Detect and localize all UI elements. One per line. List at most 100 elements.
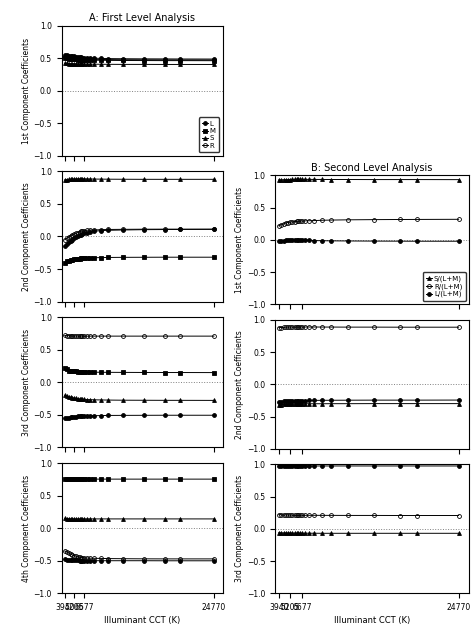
S/(L+M)	[283, 176, 289, 184]
R	[64, 332, 70, 339]
S	[66, 175, 72, 183]
L/(L+M)	[294, 236, 300, 244]
S/(L+M)	[328, 175, 334, 183]
M	[75, 475, 81, 483]
R/(L+M)	[278, 511, 284, 519]
R	[91, 554, 97, 562]
S	[70, 175, 75, 183]
M	[82, 368, 87, 376]
S/(L+M)	[289, 175, 295, 183]
S	[87, 61, 93, 68]
L	[62, 242, 68, 250]
S	[87, 175, 93, 183]
L	[82, 412, 87, 420]
S	[141, 175, 147, 183]
S	[105, 61, 111, 68]
S	[82, 396, 87, 403]
L	[64, 556, 70, 563]
R	[87, 332, 93, 340]
L/(L+M)	[289, 397, 295, 404]
L	[80, 557, 85, 565]
R	[66, 549, 72, 557]
R	[141, 555, 147, 563]
L	[70, 413, 75, 421]
R	[78, 228, 84, 235]
L	[119, 557, 125, 565]
L	[84, 412, 90, 420]
R	[211, 56, 217, 64]
L/(L+M)	[285, 397, 291, 405]
Line: L: L	[63, 227, 216, 248]
R	[68, 54, 74, 62]
L/(L+M)	[415, 462, 420, 470]
L	[82, 54, 87, 62]
M	[82, 56, 87, 64]
L/(L+M)	[415, 237, 420, 245]
M	[64, 257, 70, 265]
L/(L+M)	[300, 397, 305, 404]
L/(L+M)	[289, 236, 295, 244]
R/(L+M)	[292, 323, 298, 331]
L/(L+M)	[319, 396, 325, 404]
M	[62, 364, 68, 372]
S/(L+M)	[287, 400, 292, 408]
R	[64, 235, 70, 242]
L	[177, 226, 182, 234]
M	[105, 254, 111, 262]
L/(L+M)	[328, 237, 334, 244]
R/(L+M)	[295, 323, 301, 331]
R	[73, 54, 79, 62]
L/(L+M)	[295, 397, 301, 404]
L	[91, 54, 97, 62]
R/(L+M)	[346, 512, 351, 519]
L	[71, 52, 77, 60]
Line: S: S	[63, 517, 216, 521]
L/(L+M)	[311, 237, 317, 244]
L	[77, 232, 82, 239]
M	[68, 55, 74, 63]
S/(L+M)	[287, 175, 292, 183]
L	[68, 237, 74, 245]
L	[78, 231, 84, 239]
L/(L+M)	[319, 237, 325, 244]
R	[82, 55, 87, 63]
L	[141, 557, 147, 565]
M	[75, 255, 81, 262]
R	[73, 553, 79, 560]
R	[163, 56, 168, 64]
R	[91, 56, 97, 63]
S	[82, 175, 87, 182]
Line: L/(L+M): L/(L+M)	[277, 238, 461, 243]
R/(L+M)	[397, 216, 403, 223]
R	[163, 555, 168, 563]
S	[68, 515, 74, 523]
S/(L+M)	[281, 529, 286, 537]
R/(L+M)	[456, 512, 462, 519]
L/(L+M)	[302, 236, 308, 244]
S/(L+M)	[297, 530, 303, 537]
S	[211, 515, 217, 523]
Line: M: M	[63, 366, 216, 375]
R/(L+M)	[294, 512, 300, 519]
R	[84, 332, 90, 340]
S	[71, 394, 77, 402]
M	[66, 256, 72, 264]
M	[71, 475, 77, 483]
R	[75, 553, 81, 561]
R/(L+M)	[415, 216, 420, 223]
R	[66, 54, 72, 61]
S	[70, 60, 75, 68]
L/(L+M)	[287, 397, 292, 405]
S/(L+M)	[283, 529, 289, 537]
R/(L+M)	[287, 218, 292, 226]
S	[98, 515, 104, 523]
S	[211, 397, 217, 404]
S/(L+M)	[281, 401, 286, 408]
S	[163, 515, 168, 523]
L	[77, 413, 82, 420]
Line: S/(L+M): S/(L+M)	[277, 531, 461, 535]
M	[119, 369, 125, 376]
L	[70, 556, 75, 564]
S/(L+M)	[397, 400, 403, 408]
Line: L/(L+M): L/(L+M)	[277, 398, 461, 404]
